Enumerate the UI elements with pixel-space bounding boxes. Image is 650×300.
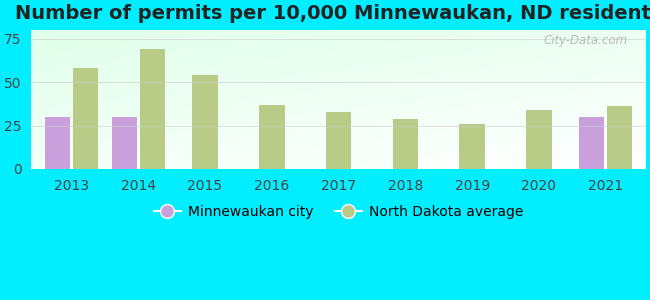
Bar	[45, 117, 70, 169]
Bar	[526, 110, 552, 169]
Title: Number of permits per 10,000 Minnewaukan, ND residents: Number of permits per 10,000 Minnewaukan…	[15, 4, 650, 23]
Bar	[259, 105, 285, 169]
Bar	[460, 124, 485, 169]
Bar	[73, 68, 98, 169]
Text: City-Data.com: City-Data.com	[543, 34, 627, 47]
Bar	[393, 118, 418, 169]
Bar	[579, 117, 604, 169]
Bar	[607, 106, 632, 169]
Legend: Minnewaukan city, North Dakota average: Minnewaukan city, North Dakota average	[148, 199, 529, 224]
Bar	[326, 112, 351, 169]
Bar	[112, 117, 137, 169]
Bar	[192, 75, 218, 169]
Bar	[140, 49, 165, 169]
